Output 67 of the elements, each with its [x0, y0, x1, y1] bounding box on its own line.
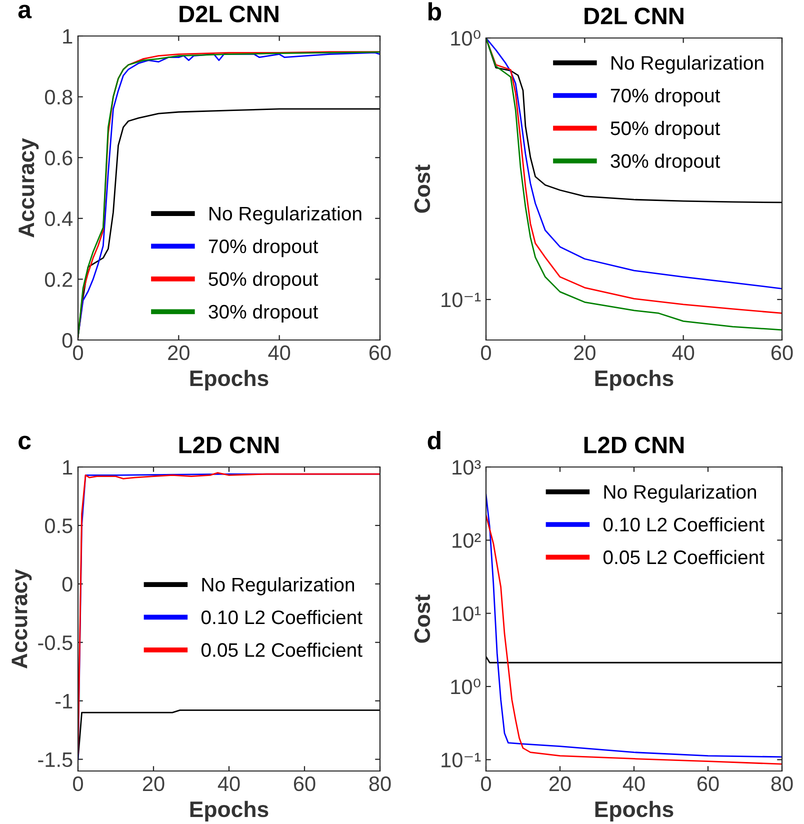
x-tick-label: 20 [574, 345, 596, 360]
chart-title: D2L CNN [584, 8, 684, 24]
y-tick-label: -0.5 [38, 635, 72, 650]
text: b [428, 2, 442, 21]
legend-label: 30% dropout [208, 304, 318, 322]
legend-label: 50% dropout [610, 120, 720, 140]
x-tick-label: 0 [481, 776, 491, 792]
text: a [18, 4, 32, 18]
legend-label: 0.05 L2 Coefficient [603, 550, 764, 564]
legend-label: 30% dropout [610, 154, 720, 172]
legend-label: 0.05 L2 Coefficient [201, 642, 362, 657]
y-tick-label: 10⁻¹ [442, 292, 481, 308]
legend-label: 50% dropout [208, 272, 318, 290]
x-tick-label: 20 [168, 345, 190, 360]
legend-label: 70% dropout [208, 238, 318, 258]
x-axis-title: Epochs [595, 800, 674, 822]
y-tick-label: -1.5 [38, 752, 72, 768]
x-tick-label: 40 [622, 776, 645, 792]
x-axis-title: Epochs [190, 370, 268, 391]
chart-title: L2D CNN [179, 436, 279, 454]
y-tick-label: 0.4 [44, 211, 73, 226]
y-tick-label: 0 [62, 333, 72, 348]
y-tick-label: 0.8 [44, 90, 72, 105]
y-axis-title: Accuracy [12, 569, 32, 668]
x-tick-label: 60 [369, 345, 391, 360]
x-axis-title: Epochs [190, 800, 268, 822]
text: c [18, 436, 31, 450]
x-tick-label: 60 [294, 776, 316, 792]
x-tick-label: 40 [672, 345, 694, 360]
legend-label: No Regularization [202, 577, 354, 596]
y-axis-title: Cost [414, 164, 430, 213]
y-tick-label: 0.2 [44, 272, 72, 287]
legend-label: No Regularization [612, 56, 764, 74]
legend-label: No Regularization [604, 484, 756, 503]
legend-label: No Regularization [210, 206, 362, 224]
y-tick-label: 0.6 [44, 150, 72, 166]
y-tick-label: 0.5 [44, 518, 72, 534]
x-tick-label: 60 [697, 776, 719, 792]
y-tick-label: 1 [63, 460, 72, 475]
text: d [428, 431, 440, 450]
chart-title: L2D CNN [584, 436, 684, 454]
legend-label: 70% dropout [610, 88, 720, 106]
y-tick-label: 10⁰ [451, 678, 480, 694]
y-tick-label: 10³ [452, 460, 481, 475]
y-tick-label: 10⁻¹ [442, 752, 481, 768]
y-tick-label: 0 [62, 576, 72, 592]
x-tick-label: 40 [268, 345, 290, 360]
x-tick-label: 0 [481, 345, 491, 360]
y-tick-label: 10² [452, 533, 481, 548]
x-axis-title: Epochs [595, 370, 674, 391]
chart-title: D2L CNN [180, 6, 278, 22]
x-tick-label: 0 [73, 345, 83, 360]
y-axis-title: Accuracy [18, 138, 39, 238]
x-tick-label: 20 [549, 776, 571, 792]
legend-label: 0.10 L2 Coefficient [201, 610, 362, 624]
x-tick-label: 80 [369, 776, 391, 792]
y-tick-label: -1 [56, 694, 72, 708]
x-tick-label: 40 [218, 776, 240, 792]
x-tick-label: 20 [142, 776, 164, 792]
y-tick-label: 10⁰ [451, 30, 480, 46]
y-tick-label: 1 [63, 29, 72, 44]
legend-label: 0.10 L2 Coefficient [603, 517, 764, 532]
y-tick-label: 10¹ [452, 606, 481, 622]
y-axis-title: Cost [414, 594, 430, 643]
x-tick-label: 80 [771, 776, 793, 792]
x-tick-label: 60 [771, 345, 793, 360]
x-tick-label: 0 [73, 776, 83, 792]
